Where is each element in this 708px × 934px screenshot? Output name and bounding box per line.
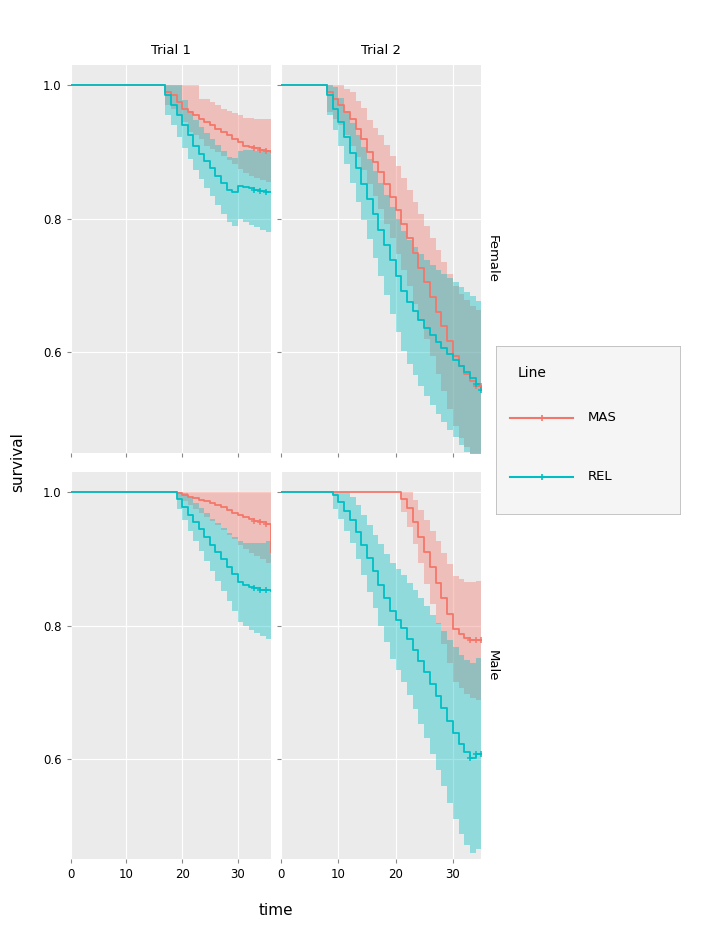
Text: Line: Line [518, 366, 547, 380]
Text: time: time [259, 903, 293, 918]
Text: Female: Female [486, 235, 499, 283]
Text: Trial 2: Trial 2 [361, 44, 401, 57]
Text: survival: survival [10, 432, 25, 492]
Text: MAS: MAS [588, 411, 617, 424]
Text: Male: Male [486, 650, 499, 682]
Text: REL: REL [588, 470, 612, 483]
Text: Trial 1: Trial 1 [151, 44, 191, 57]
